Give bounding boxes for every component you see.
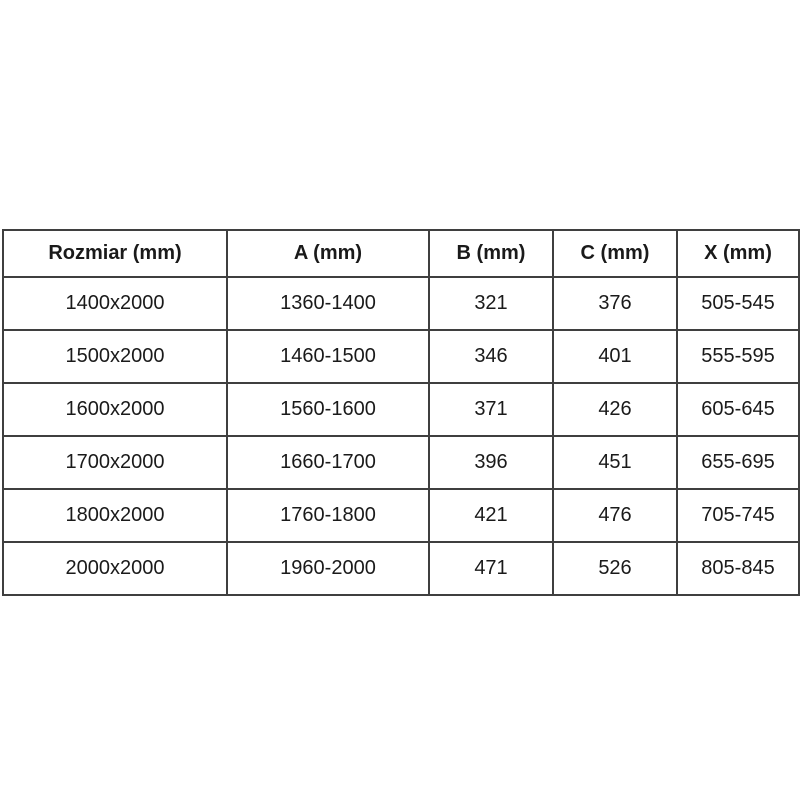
- column-header-b: B (mm): [428, 229, 554, 278]
- table-cell: 605-645: [676, 382, 800, 437]
- column-header-a: A (mm): [226, 229, 430, 278]
- table-cell: 1460-1500: [226, 329, 430, 384]
- table-cell: 371: [428, 382, 554, 437]
- table-cell: 1660-1700: [226, 435, 430, 490]
- table-cell: 805-845: [676, 541, 800, 596]
- table-cell: 1760-1800: [226, 488, 430, 543]
- table-cell: 1600x2000: [2, 382, 228, 437]
- table-row: 1800x2000 1760-1800 421 476 705-745: [2, 488, 800, 543]
- column-header-c: C (mm): [552, 229, 678, 278]
- table-cell: 1560-1600: [226, 382, 430, 437]
- table-cell: 321: [428, 276, 554, 331]
- table-cell: 555-595: [676, 329, 800, 384]
- column-header-x: X (mm): [676, 229, 800, 278]
- table-cell: 376: [552, 276, 678, 331]
- table-cell: 2000x2000: [2, 541, 228, 596]
- table-cell: 655-695: [676, 435, 800, 490]
- table-cell: 1360-1400: [226, 276, 430, 331]
- table-cell: 426: [552, 382, 678, 437]
- table-cell: 1960-2000: [226, 541, 430, 596]
- table-header-row: Rozmiar (mm) A (mm) B (mm) C (mm) X (mm): [2, 229, 800, 278]
- table-cell: 1700x2000: [2, 435, 228, 490]
- table-row: 1400x2000 1360-1400 321 376 505-545: [2, 276, 800, 331]
- table-cell: 705-745: [676, 488, 800, 543]
- table-cell: 401: [552, 329, 678, 384]
- column-header-rozmiar: Rozmiar (mm): [2, 229, 228, 278]
- table-cell: 1800x2000: [2, 488, 228, 543]
- table-row: 1500x2000 1460-1500 346 401 555-595: [2, 329, 800, 384]
- table-cell: 476: [552, 488, 678, 543]
- size-dimensions-table: Rozmiar (mm) A (mm) B (mm) C (mm) X (mm)…: [2, 229, 800, 596]
- table-cell: 396: [428, 435, 554, 490]
- table-cell: 421: [428, 488, 554, 543]
- table-cell: 451: [552, 435, 678, 490]
- table-cell: 1500x2000: [2, 329, 228, 384]
- table-cell: 526: [552, 541, 678, 596]
- table-row: 1600x2000 1560-1600 371 426 605-645: [2, 382, 800, 437]
- table-cell: 505-545: [676, 276, 800, 331]
- table-row: 1700x2000 1660-1700 396 451 655-695: [2, 435, 800, 490]
- table-cell: 346: [428, 329, 554, 384]
- table-row: 2000x2000 1960-2000 471 526 805-845: [2, 541, 800, 596]
- table-cell: 471: [428, 541, 554, 596]
- table-cell: 1400x2000: [2, 276, 228, 331]
